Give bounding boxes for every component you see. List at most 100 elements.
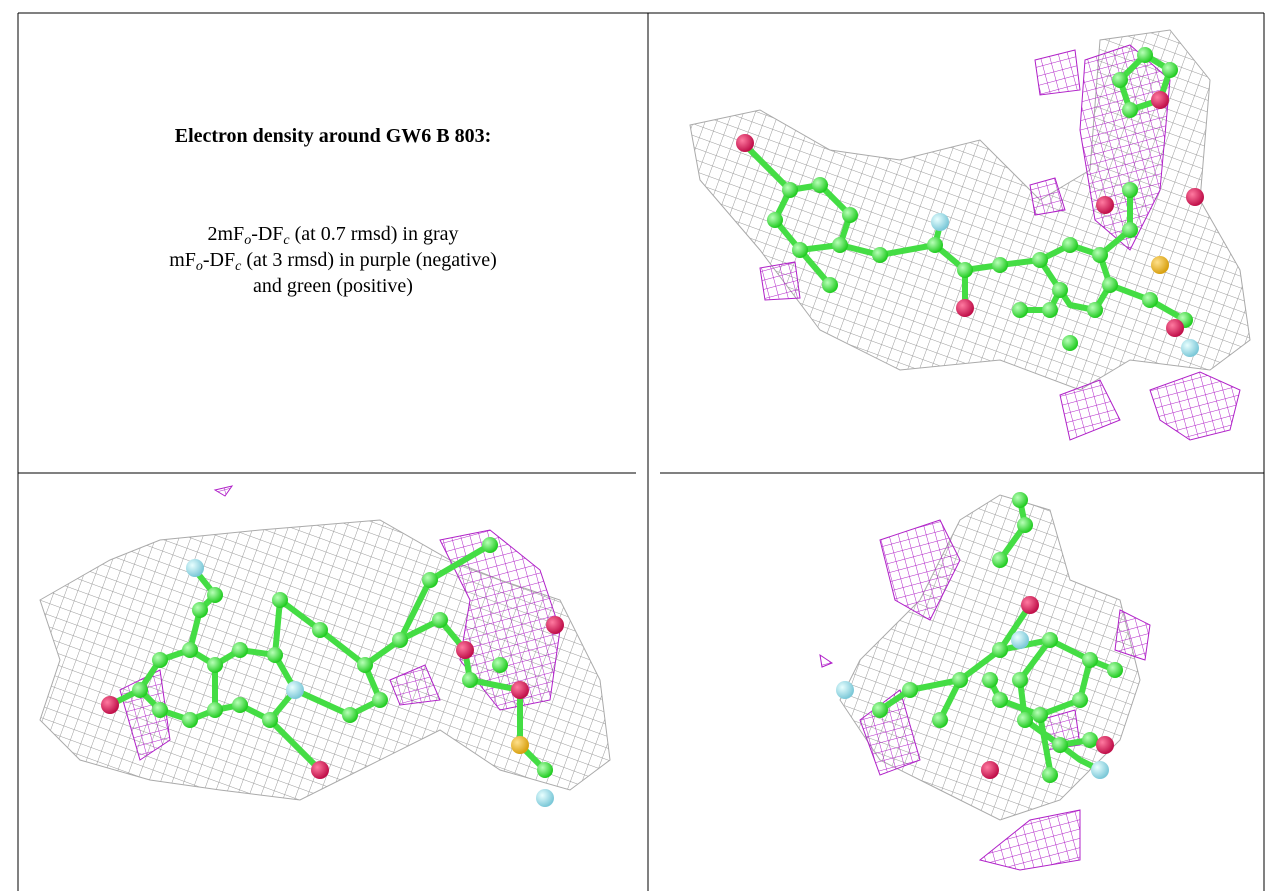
page: Electron density around GW6 B 803: 2mFo-…: [0, 0, 1275, 891]
atom: [992, 692, 1008, 708]
atom: [232, 642, 248, 658]
atom: [357, 657, 373, 673]
atom: [1062, 237, 1078, 253]
atom: [842, 207, 858, 223]
atom: [182, 712, 198, 728]
atom: [432, 612, 448, 628]
atom: [1102, 277, 1118, 293]
atom: [1122, 222, 1138, 238]
legend-line: and green (positive): [20, 275, 646, 298]
atom: [1052, 737, 1068, 753]
atom: [207, 702, 223, 718]
density-image: [40, 486, 610, 807]
atom: [152, 702, 168, 718]
atom: [312, 622, 328, 638]
atom: [1072, 692, 1088, 708]
atom: [511, 736, 529, 754]
atom: [981, 761, 999, 779]
atom: [1181, 339, 1199, 357]
title: Electron density around GW6 B 803:: [20, 125, 646, 148]
atom: [1011, 631, 1029, 649]
atom: [482, 537, 498, 553]
atom: [207, 587, 223, 603]
atom: [1107, 662, 1123, 678]
negative-mesh: [1060, 380, 1120, 440]
atom: [792, 242, 808, 258]
atom: [822, 277, 838, 293]
atom: [1042, 632, 1058, 648]
atom: [272, 592, 288, 608]
atom: [422, 572, 438, 588]
atom: [992, 642, 1008, 658]
atom: [182, 642, 198, 658]
atom: [992, 257, 1008, 273]
atom: [932, 712, 948, 728]
atom: [1042, 767, 1058, 783]
atom: [232, 697, 248, 713]
atom: [1082, 652, 1098, 668]
atom: [1186, 188, 1204, 206]
negative-mesh: [1150, 372, 1240, 440]
atom: [1096, 196, 1114, 214]
legend-line: mFo-DFc (at 3 rmsd) in purple (negative): [20, 249, 646, 272]
atom: [1091, 761, 1109, 779]
atom: [1012, 302, 1028, 318]
atom: [931, 213, 949, 231]
atom: [836, 681, 854, 699]
atom: [767, 212, 783, 228]
atom: [456, 641, 474, 659]
atom: [101, 696, 119, 714]
atom: [736, 134, 754, 152]
atom: [952, 672, 968, 688]
negative-mesh: [820, 655, 832, 667]
atom: [492, 657, 508, 673]
negative-mesh: [980, 810, 1080, 870]
density-image: [820, 492, 1150, 870]
atom: [957, 262, 973, 278]
atom: [872, 247, 888, 263]
atom: [1087, 302, 1103, 318]
atom: [927, 237, 943, 253]
atom: [342, 707, 358, 723]
atom: [1012, 492, 1028, 508]
atom: [207, 657, 223, 673]
atom: [267, 647, 283, 663]
atom: [536, 789, 554, 807]
atom: [537, 762, 553, 778]
atom: [902, 682, 918, 698]
atom: [956, 299, 974, 317]
atom: [286, 681, 304, 699]
atom: [1032, 707, 1048, 723]
atom: [1122, 102, 1138, 118]
atom: [1017, 517, 1033, 533]
atom: [372, 692, 388, 708]
atom: [782, 182, 798, 198]
atom: [1052, 282, 1068, 298]
atom: [1042, 302, 1058, 318]
atom: [1162, 62, 1178, 78]
atom: [1082, 732, 1098, 748]
atom: [1062, 335, 1078, 351]
atom: [1012, 672, 1028, 688]
atom: [832, 237, 848, 253]
atom: [1112, 72, 1128, 88]
atom: [1032, 252, 1048, 268]
atom: [872, 702, 888, 718]
atom: [1122, 182, 1138, 198]
atom: [392, 632, 408, 648]
atom: [992, 552, 1008, 568]
atom: [132, 682, 148, 698]
atom: [546, 616, 564, 634]
atom: [152, 652, 168, 668]
atom: [462, 672, 478, 688]
negative-mesh: [1030, 178, 1065, 215]
atom: [982, 672, 998, 688]
atom: [812, 177, 828, 193]
atom: [1142, 292, 1158, 308]
atom: [1151, 256, 1169, 274]
negative-mesh: [760, 262, 800, 300]
atom: [1137, 47, 1153, 63]
atom: [192, 602, 208, 618]
legend-line: 2mFo-DFc (at 0.7 rmsd) in gray: [20, 223, 646, 246]
atom: [1017, 712, 1033, 728]
